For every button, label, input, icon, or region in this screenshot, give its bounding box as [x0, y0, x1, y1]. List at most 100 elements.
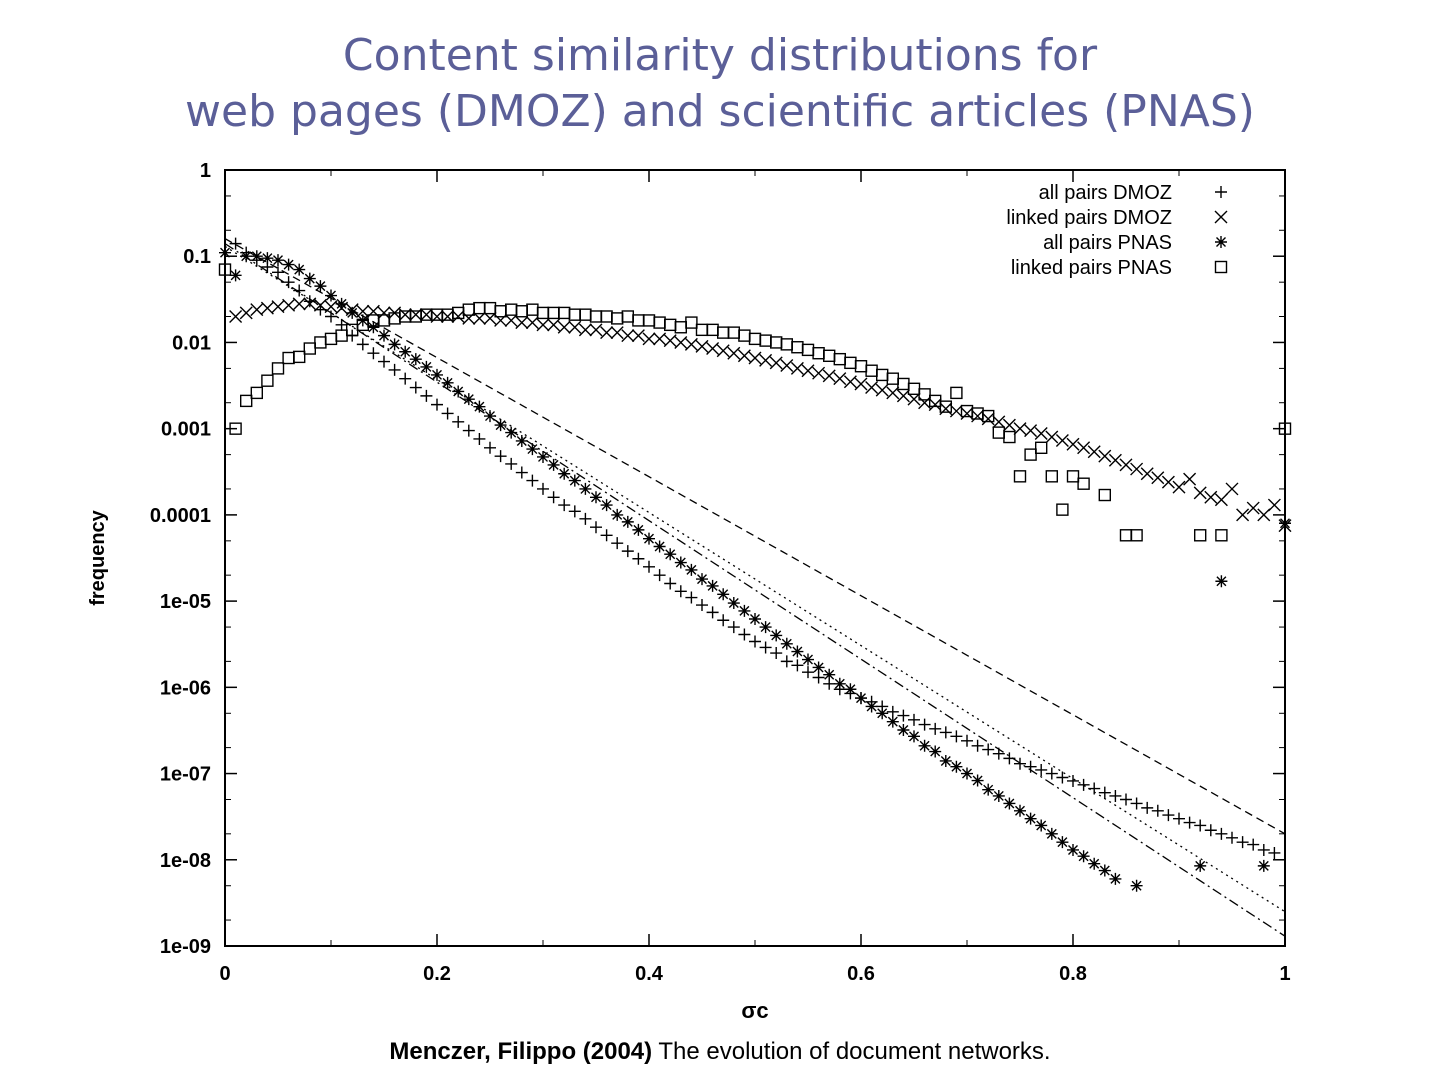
- point-all-pairs-pnas: [1257, 859, 1270, 872]
- point-linked-pairs-dmoz: [706, 342, 720, 356]
- point-all-pairs-pnas: [802, 653, 814, 666]
- point-all-pairs-pnas: [282, 258, 295, 271]
- point-linked-pairs-pnas: [759, 334, 772, 347]
- point-all-pairs-pnas: [303, 272, 316, 285]
- citation-author: Menczer, Filippo (2004): [389, 1038, 653, 1065]
- point-all-pairs-pnas: [568, 474, 581, 487]
- y-tick-label: 0.0001: [150, 505, 211, 527]
- point-linked-pairs-pnas: [939, 400, 952, 413]
- point-all-pairs-dmoz: [791, 659, 804, 672]
- point-all-pairs-dmoz: [537, 482, 549, 495]
- point-linked-pairs-dmoz: [1077, 441, 1091, 455]
- point-linked-pairs-pnas: [473, 301, 486, 315]
- point-all-pairs-dmoz: [738, 628, 751, 641]
- point-linked-pairs-dmoz: [642, 332, 656, 346]
- point-all-pairs-pnas: [293, 263, 306, 276]
- point-linked-pairs-dmoz: [282, 298, 296, 312]
- point-all-pairs-dmoz: [812, 671, 825, 684]
- point-linked-pairs-dmoz: [313, 298, 327, 312]
- point-linked-pairs-dmoz: [271, 300, 285, 314]
- point-linked-pairs-pnas: [844, 356, 857, 370]
- point-linked-pairs-pnas: [229, 422, 242, 435]
- point-linked-pairs-pnas: [547, 306, 560, 320]
- point-all-pairs-pnas: [982, 783, 995, 796]
- point-all-pairs-pnas: [325, 289, 337, 302]
- plot-frame: [224, 169, 1286, 947]
- point-linked-pairs-dmoz: [1161, 475, 1175, 489]
- point-linked-pairs-dmoz: [525, 316, 539, 330]
- point-all-pairs-dmoz: [908, 713, 920, 726]
- point-linked-pairs-dmoz: [716, 344, 730, 358]
- point-linked-pairs-dmoz: [1257, 508, 1271, 522]
- point-all-pairs-pnas: [1109, 872, 1122, 885]
- point-all-pairs-dmoz: [325, 310, 337, 323]
- similarity-chart: 1e-09 1e-08 1e-07 1e-06 1e-05 0.0001 0.001 0.01…: [87, 160, 1292, 1023]
- point-linked-pairs-pnas: [600, 310, 613, 323]
- point-linked-pairs-pnas: [695, 323, 709, 337]
- point-linked-pairs-pnas: [727, 326, 740, 339]
- point-linked-pairs-pnas: [1024, 448, 1037, 461]
- point-linked-pairs-pnas: [271, 362, 285, 375]
- point-linked-pairs-pnas: [1013, 470, 1027, 483]
- point-all-pairs-pnas: [611, 508, 624, 521]
- y-tick-label: 0.01: [172, 332, 211, 354]
- point-all-pairs-pnas: [738, 604, 751, 617]
- point-linked-pairs-pnas: [653, 316, 666, 329]
- point-linked-pairs-dmoz: [504, 313, 518, 327]
- point-all-pairs-dmoz: [452, 415, 465, 428]
- point-linked-pairs-pnas: [907, 382, 921, 395]
- y-tick-label: 1e-05: [160, 591, 211, 613]
- legend-marker: [1214, 210, 1228, 224]
- point-all-pairs-pnas: [452, 385, 465, 398]
- point-all-pairs-pnas: [600, 499, 613, 512]
- point-linked-pairs-pnas: [250, 386, 264, 400]
- point-all-pairs-pnas: [272, 254, 284, 267]
- point-all-pairs-pnas: [876, 707, 889, 720]
- point-all-pairs-pnas: [441, 376, 454, 389]
- point-linked-pairs-pnas: [558, 306, 571, 320]
- point-all-pairs-pnas: [1130, 879, 1143, 892]
- point-linked-pairs-dmoz: [377, 306, 391, 320]
- point-all-pairs-dmoz: [727, 621, 740, 634]
- point-all-pairs-dmoz: [961, 734, 973, 747]
- point-linked-pairs-dmoz: [547, 318, 561, 332]
- point-linked-pairs-dmoz: [918, 396, 932, 410]
- point-linked-pairs-dmoz: [907, 392, 921, 406]
- point-all-pairs-dmoz: [1014, 757, 1026, 770]
- point-all-pairs-pnas: [939, 754, 952, 767]
- point-linked-pairs-pnas: [1003, 430, 1016, 444]
- point-linked-pairs-pnas: [886, 372, 899, 385]
- point-linked-pairs-dmoz: [621, 329, 635, 343]
- point-linked-pairs-pnas: [632, 314, 645, 327]
- point-all-pairs-pnas: [378, 329, 390, 342]
- point-all-pairs-dmoz: [579, 512, 592, 525]
- point-linked-pairs-dmoz: [1108, 453, 1122, 467]
- point-all-pairs-pnas: [844, 683, 857, 696]
- point-all-pairs-pnas: [1067, 843, 1079, 856]
- point-all-pairs-pnas: [558, 467, 571, 480]
- point-all-pairs-dmoz: [653, 569, 666, 582]
- point-linked-pairs-pnas: [791, 341, 804, 354]
- point-linked-pairs-pnas: [589, 310, 603, 323]
- point-all-pairs-dmoz: [1120, 793, 1132, 806]
- point-linked-pairs-pnas: [388, 312, 401, 325]
- point-linked-pairs-pnas: [483, 301, 497, 315]
- point-linked-pairs-dmoz: [684, 337, 698, 351]
- point-all-pairs-pnas: [1077, 850, 1090, 863]
- point-all-pairs-dmoz: [674, 585, 687, 598]
- point-all-pairs-pnas: [696, 573, 708, 586]
- point-all-pairs-dmoz: [1162, 809, 1175, 822]
- point-linked-pairs-dmoz: [536, 318, 550, 332]
- point-all-pairs-dmoz: [526, 474, 539, 487]
- point-all-pairs-pnas: [431, 368, 443, 381]
- point-linked-pairs-dmoz: [759, 353, 773, 367]
- point-linked-pairs-dmoz: [886, 386, 900, 400]
- point-all-pairs-pnas: [685, 563, 698, 576]
- point-linked-pairs-pnas: [1077, 477, 1090, 490]
- point-all-pairs-dmoz: [1257, 843, 1270, 856]
- point-all-pairs-dmoz: [621, 545, 634, 558]
- point-linked-pairs-pnas: [441, 308, 454, 321]
- point-linked-pairs-dmoz: [812, 366, 826, 380]
- point-linked-pairs-pnas: [579, 308, 592, 321]
- point-all-pairs-dmoz: [1204, 824, 1217, 837]
